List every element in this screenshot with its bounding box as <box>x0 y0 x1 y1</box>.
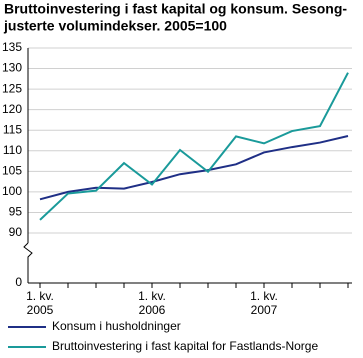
x-tick-label-line: 2006 <box>139 303 166 317</box>
x-tick-label: 1. kv. 2007 <box>250 289 278 317</box>
x-tick-label-line: 1. kv. <box>250 289 278 303</box>
chart-title: justerte volumindekser. 2005=100 <box>3 18 227 34</box>
y-tick-label: 130 <box>2 61 22 75</box>
y-tick-label: 125 <box>2 81 22 95</box>
y-tick-label: 95 <box>9 205 23 219</box>
y-tick-label: 100 <box>2 184 22 198</box>
axis-break <box>23 242 33 283</box>
y-tick-label: 105 <box>2 164 22 178</box>
y-tick-label: 120 <box>2 102 22 116</box>
x-tick-label-line: 2005 <box>27 303 54 317</box>
x-tick-label-line: 2007 <box>251 303 278 317</box>
chart-title: Bruttoinvestering i fast kapital og kons… <box>4 1 347 17</box>
series-line <box>39 135 349 201</box>
legend-label: Bruttoinvestering i fast kapital for Fas… <box>52 339 318 353</box>
y-tick-label: 0 <box>15 275 22 289</box>
x-tick-label-line: 1. kv. <box>138 289 166 303</box>
y-tick-label: 115 <box>3 122 22 136</box>
series-line <box>39 72 349 221</box>
y-tick-label: 135 <box>2 40 22 54</box>
y-tick-label: 110 <box>3 143 22 157</box>
x-tick-label: 1. kv. 2006 <box>138 289 166 317</box>
y-tick-label: 90 <box>9 225 23 239</box>
x-tick-label-line: 1. kv. <box>26 289 54 303</box>
x-tick-label: 1. kv. 2005 <box>26 289 54 317</box>
legend-label: Konsum i husholdninger <box>52 319 181 333</box>
